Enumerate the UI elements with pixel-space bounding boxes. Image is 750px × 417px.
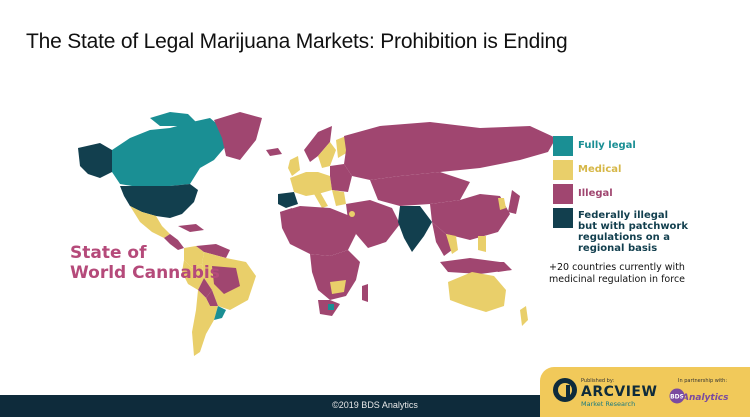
- region-sweden: [318, 142, 336, 168]
- legend-label-federal-line-1: Federally illegal: [578, 210, 669, 221]
- region-uk: [288, 156, 300, 176]
- legend-label-fully-legal: Fully legal: [578, 140, 636, 151]
- arcview-brand: ARCVIEW: [581, 384, 658, 400]
- bds-analytics-brand: Analytics: [682, 393, 729, 403]
- region-morocco: [280, 208, 294, 224]
- region-usa: [120, 184, 198, 218]
- region-thailand: [446, 234, 458, 254]
- svg-text:BDS: BDS: [670, 394, 684, 401]
- region-australia: [448, 272, 506, 312]
- region-lesotho: [328, 304, 334, 310]
- legend-label-medical: Medical: [578, 164, 622, 175]
- region-central-asia: [370, 172, 470, 206]
- partnership-label: In partnership with:: [678, 378, 728, 384]
- map-overlay-line-2: World Cannabis: [70, 263, 220, 283]
- region-israel: [349, 211, 355, 217]
- region-italy: [314, 192, 328, 208]
- region-korea: [498, 198, 506, 210]
- region-japan: [508, 190, 520, 214]
- arcview-brand-sub: Market Research: [581, 400, 636, 408]
- published-by-label: Published by:: [581, 378, 615, 384]
- region-north-africa: [280, 206, 356, 256]
- legend-item-medical: Medical: [553, 160, 698, 180]
- legend-item-illegal: Illegal: [553, 184, 698, 204]
- medicinal-note: +20 countries currently with medicinal r…: [549, 262, 719, 286]
- region-eastern-europe: [330, 164, 352, 192]
- region-philippines: [478, 236, 486, 252]
- region-mexico: [130, 206, 170, 238]
- map-overlay-line-1: State of: [70, 243, 147, 263]
- legend-swatch-fully-legal: [553, 136, 573, 156]
- region-zimbabwe: [330, 280, 346, 294]
- region-balkans: [332, 190, 346, 206]
- legend-label-federal-line-2: but with patchwork: [578, 221, 689, 232]
- legend-item-federal: Federally illegal but with patchwork reg…: [553, 208, 698, 254]
- legend-swatch-illegal: [553, 184, 573, 204]
- region-canada-islands: [150, 112, 196, 126]
- region-argentina: [192, 290, 218, 356]
- region-se-asia: [432, 222, 452, 256]
- region-iceland: [266, 148, 282, 156]
- region-central-america: [164, 234, 184, 250]
- region-china: [430, 194, 510, 240]
- region-india: [398, 206, 432, 252]
- slide-title: The State of Legal Marijuana Markets: Pr…: [26, 30, 568, 53]
- region-peru: [182, 260, 204, 290]
- region-caribbean: [178, 224, 204, 232]
- region-north-sa: [196, 244, 230, 258]
- region-central-africa: [310, 250, 360, 300]
- arcview-logo-icon: [553, 378, 577, 402]
- legend-label-federal: Federally illegal but with patchwork reg…: [578, 208, 698, 254]
- region-colombia: [184, 246, 204, 268]
- region-iberia: [278, 192, 298, 208]
- region-new-zealand: [520, 306, 528, 326]
- region-brazil-interior: [212, 266, 240, 294]
- legend-item-fully-legal: Fully legal: [553, 136, 698, 156]
- legend-swatch-medical: [553, 160, 573, 180]
- region-middle-east: [346, 200, 400, 248]
- bds-logo-icon: BDS: [669, 388, 685, 404]
- region-uruguay: [214, 306, 226, 320]
- region-russia: [344, 122, 556, 180]
- region-greenland: [214, 112, 262, 160]
- region-madagascar: [362, 284, 368, 302]
- legend-label-federal-line-4: regional basis: [578, 243, 658, 254]
- medicinal-note-line-2: medicinal regulation in force: [549, 274, 686, 285]
- legend-swatch-federal: [553, 208, 573, 228]
- copyright-text: ©2019 BDS Analytics: [332, 400, 418, 410]
- legend-label-illegal: Illegal: [578, 188, 613, 199]
- region-alaska: [78, 143, 112, 178]
- region-paraguay: [206, 290, 218, 306]
- medicinal-note-line-1: +20 countries currently with: [549, 262, 685, 273]
- region-bolivia: [198, 278, 212, 298]
- region-canada: [112, 118, 226, 186]
- map-overlay-title: State of World Cannabis: [70, 243, 220, 283]
- region-new-guinea: [486, 262, 512, 272]
- legend-label-federal-line-3: regulations on a: [578, 232, 671, 243]
- region-western-europe: [290, 172, 332, 196]
- map-legend: Fully legal Medical Illegal Federally il…: [553, 136, 698, 258]
- region-norway: [304, 126, 332, 162]
